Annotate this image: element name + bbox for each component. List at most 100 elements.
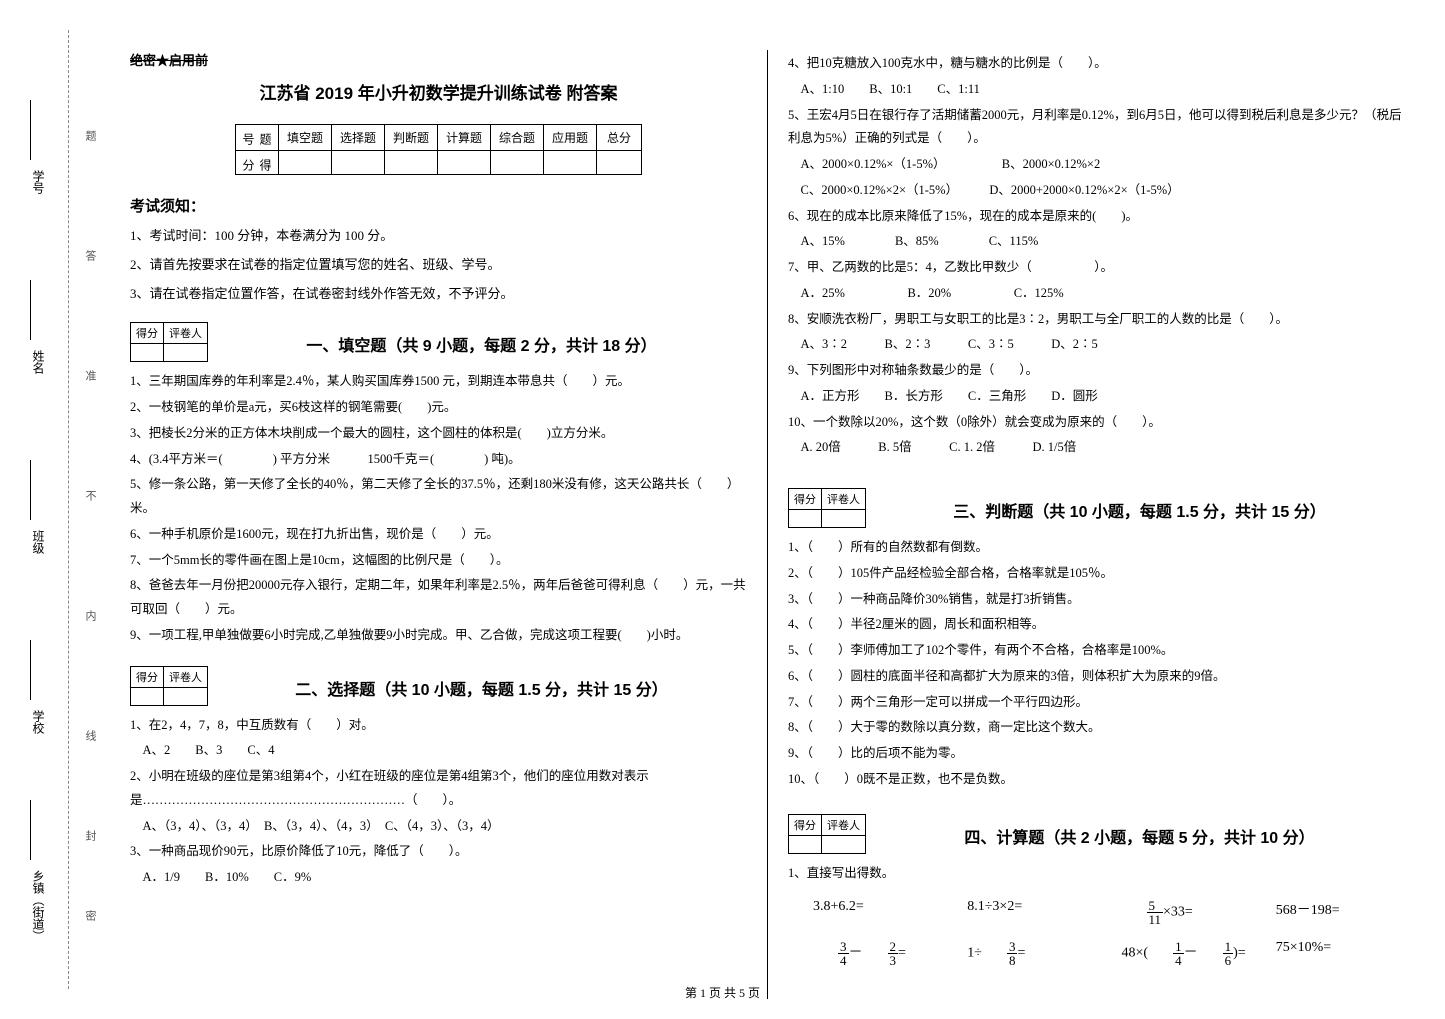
seal-line-char: 不 [82, 490, 98, 501]
binding-labels: 乡镇（街道）学校班级姓名学号密封线内不准答题 [10, 0, 65, 1019]
seal-line-char: 题 [82, 130, 98, 141]
choice-item: A、2000×0.12%×（1-5%） B、2000×0.12%×2 [788, 153, 1405, 177]
calc-item: 48×(14－16)= [1097, 940, 1251, 967]
section-3-title: 三、判断题（共 10 小题，每题 1.5 分，共计 15 分） [874, 488, 1405, 522]
score-mini-box: 得分评卷人 [130, 322, 208, 362]
score-cell [331, 151, 384, 175]
section-1-title: 一、填空题（共 9 小题，每题 2 分，共计 18 分） [216, 322, 747, 356]
judge-item: 5、（ ）李师傅加工了102个零件，有两个不合格，合格率是100%。 [788, 639, 1405, 663]
calc-item: 34－23= [788, 940, 942, 967]
calc-item: 3.8+6.2= [788, 899, 942, 926]
section-2-questions-a: 1、在2，4，7，8，中互质数有（ ）对。 A、2 B、3 C、42、小明在班级… [130, 714, 747, 890]
seal-line-char: 封 [82, 830, 98, 841]
section-3-head: 得分评卷人 三、判断题（共 10 小题，每题 1.5 分，共计 15 分） [788, 488, 1405, 528]
calc-lead: 1、直接写出得数。 [788, 862, 1405, 886]
judge-item: 8、（ ）大于零的数除以真分数，商一定比这个数大。 [788, 716, 1405, 740]
seal-line-char: 内 [82, 610, 98, 621]
score-cell [278, 151, 331, 175]
choice-item: 7、甲、乙两数的比是5：4，乙数比甲数少（ ）。 [788, 256, 1405, 280]
seal-line-char: 准 [82, 370, 98, 381]
fill-blank-item: 3、把棱长2分米的正方体木块削成一个最大的圆柱，这个圆柱的体积是( )立方分米。 [130, 422, 747, 446]
binding-field-label: 班级 [30, 530, 47, 554]
fill-blank-item: 1、三年期国库券的年利率是2.4％，某人购买国库券1500 元，到期连本带息共（… [130, 370, 747, 394]
score-row-label: 得 分 [235, 151, 278, 175]
choice-item: 8、安顺洗衣粉厂，男职工与女职工的比是3∶2，男职工与全厂职工的人数的比是（ ）… [788, 308, 1405, 332]
section-1-head: 得分评卷人 一、填空题（共 9 小题，每题 2 分，共计 18 分） [130, 322, 747, 362]
left-column: 绝密★启用前 江苏省 2019 年小升初数学提升训练试卷 附答案 题 号填空题选… [130, 50, 747, 999]
section-1-questions: 1、三年期国库券的年利率是2.4％，某人购买国库券1500 元，到期连本带息共（… [130, 370, 747, 647]
score-mini-box: 得分评卷人 [130, 666, 208, 706]
section-4-title: 四、计算题（共 2 小题，每题 5 分，共计 10 分） [874, 814, 1405, 848]
choice-item: A、1:10 B、10:1 C、1:11 [788, 78, 1405, 102]
seal-line-char: 密 [82, 910, 98, 921]
section-2-title: 二、选择题（共 10 小题，每题 1.5 分，共计 15 分） [216, 666, 747, 700]
score-cell [491, 151, 544, 175]
choice-item: 10、一个数除以20%，这个数（0除外）就会变成为原来的（ ）。 [788, 411, 1405, 435]
fill-blank-item: 6、一种手机原价是1600元，现在打九折出售，现价是（ ）元。 [130, 523, 747, 547]
fill-blank-item: 9、一项工程,甲单独做要6小时完成,乙单独做要9小时完成。甲、乙合做，完成这项工… [130, 624, 747, 648]
choice-item: C、2000×0.12%×2×（1-5%） D、2000+2000×0.12%×… [788, 179, 1405, 203]
judge-item: 9、（ ）比的后项不能为零。 [788, 742, 1405, 766]
fill-blank-item: 2、一枝钢笔的单价是a元，买6枝这样的钢笔需要( )元。 [130, 396, 747, 420]
seal-line [68, 30, 69, 989]
score-header-cell: 应用题 [544, 125, 597, 151]
score-header-cell: 计算题 [438, 125, 491, 151]
judge-item: 10、（ ）0既不是正数，也不是负数。 [788, 768, 1405, 792]
notice-item: 3、请在试卷指定位置作答，在试卷密封线外作答无效，不予评分。 [130, 284, 747, 305]
section-4-head: 得分评卷人 四、计算题（共 2 小题，每题 5 分，共计 10 分） [788, 814, 1405, 854]
mini-score-label: 得分 [131, 666, 164, 687]
choice-item: A、2 B、3 C、4 [130, 739, 747, 763]
section-3-questions: 1、（ ）所有的自然数都有倒数。2、（ ）105件产品经检验全部合格，合格率就是… [788, 536, 1405, 792]
binding-field-label: 学校 [30, 710, 47, 734]
fill-blank-item: 8、爸爸去年一月份把20000元存入银行，定期二年，如果年利率是2.5％，两年后… [130, 574, 747, 622]
binding-field-label: 姓名 [30, 350, 47, 374]
fill-blank-item: 4、(3.4平方米＝( ) 平方分米 1500千克＝( ) 吨)。 [130, 448, 747, 472]
mini-score-label: 得分 [131, 323, 164, 344]
score-header-cell: 判断题 [384, 125, 437, 151]
choice-item: A、（3，4）、（3，4） B、（3，4）、（4，3） C、（4，3）、（3，4… [130, 815, 747, 839]
page: 乡镇（街道）学校班级姓名学号密封线内不准答题 绝密★启用前 江苏省 2019 年… [0, 0, 1445, 1019]
choice-item: 3、一种商品现价90元，比原价降低了10元，降低了（ ）。 [130, 840, 747, 864]
judge-item: 3、（ ）一种商品降价30%销售，就是打3折销售。 [788, 588, 1405, 612]
choice-item: A、3∶2 B、2∶3 C、3∶5 D、2∶5 [788, 333, 1405, 357]
score-mini-box: 得分评卷人 [788, 814, 866, 854]
choice-item: 4、把10克糖放入100克水中，糖与糖水的比例是（ ）。 [788, 52, 1405, 76]
judge-item: 7、（ ）两个三角形一定可以拼成一个平行四边形。 [788, 691, 1405, 715]
judge-item: 1、（ ）所有的自然数都有倒数。 [788, 536, 1405, 560]
mini-grader-label: 评卷人 [822, 814, 866, 835]
choice-item: 2、小明在班级的座位是第3组第4个，小红在班级的座位是第4组第3个，他们的座位用… [130, 765, 747, 813]
notice-item: 1、考试时间：100 分钟，本卷满分为 100 分。 [130, 226, 747, 247]
calc-item: 8.1÷3×2= [942, 899, 1096, 926]
section-2-questions-b: 4、把10克糖放入100克水中，糖与糖水的比例是（ ）。 A、1:10 B、10… [788, 52, 1405, 460]
binding-field-label: 学号 [30, 170, 47, 194]
fill-blank-item: 7、一个5mm长的零件画在图上是10cm，这幅图的比例尺是（ ）。 [130, 549, 747, 573]
score-header-cell: 总分 [597, 125, 642, 151]
paper-title: 江苏省 2019 年小升初数学提升训练试卷 附答案 [130, 79, 747, 104]
score-cell [384, 151, 437, 175]
mini-score-label: 得分 [789, 489, 822, 510]
judge-item: 6、（ ）圆柱的底面半径和高都扩大为原来的3倍，则体积扩大为原来的9倍。 [788, 665, 1405, 689]
score-header-cell: 选择题 [331, 125, 384, 151]
choice-item: 6、现在的成本比原来降低了15%，现在的成本是原来的( )。 [788, 205, 1405, 229]
seal-line-char: 线 [82, 730, 98, 741]
mini-grader-label: 评卷人 [164, 666, 208, 687]
secret-mark: 绝密★启用前 [130, 50, 747, 69]
seal-line-char: 答 [82, 250, 98, 261]
score-header-cell: 综合题 [491, 125, 544, 151]
mini-grader-label: 评卷人 [822, 489, 866, 510]
fill-blank-item: 5、修一条公路，第一天修了全长的40％，第二天修了全长的37.5％，还剩180米… [130, 473, 747, 521]
calc-item: 511×33= [1097, 899, 1251, 926]
mini-grader-label: 评卷人 [164, 323, 208, 344]
calc-item: 75×10%= [1251, 940, 1405, 967]
notice-heading: 考试须知： [130, 195, 747, 216]
choice-item: A、15% B、85% C、115% [788, 230, 1405, 254]
judge-item: 4、（ ）半径2厘米的圆，周长和面积相等。 [788, 613, 1405, 637]
choice-item: 5、王宏4月5日在银行存了活期储蓄2000元，月利率是0.12%，到6月5日，他… [788, 104, 1405, 152]
choice-item: A．25% B．20% C．125% [788, 282, 1405, 306]
section-4-lead: 1、直接写出得数。 [788, 862, 1405, 886]
calc-area: 3.8+6.2=8.1÷3×2=511×33=568－198=34－23=1÷3… [788, 899, 1405, 967]
score-header-cell: 题 号 [235, 125, 278, 151]
score-mini-box: 得分评卷人 [788, 488, 866, 528]
score-cell [438, 151, 491, 175]
column-divider [767, 50, 768, 999]
